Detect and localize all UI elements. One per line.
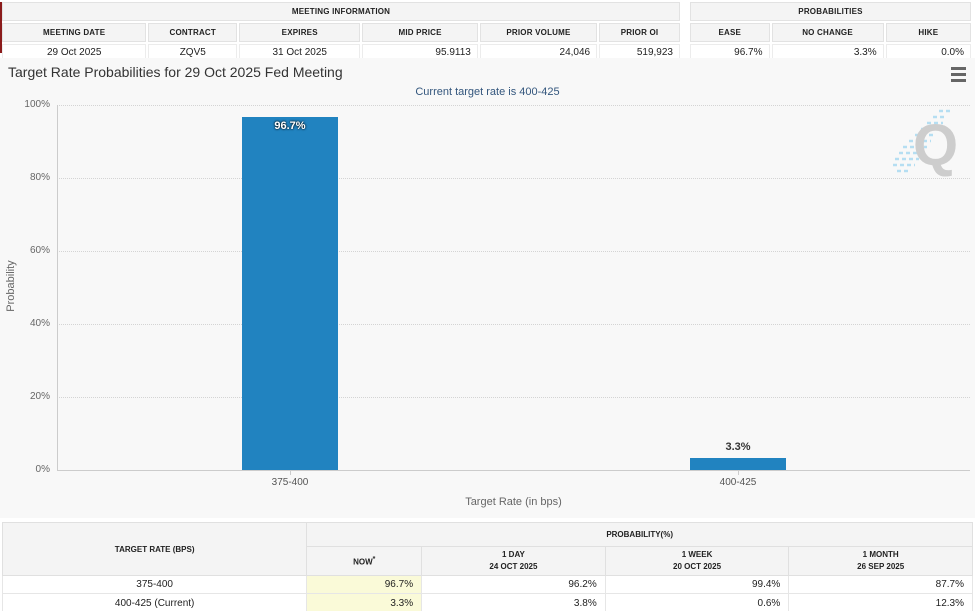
- probabilities-summary-table: PROBABILITIES EASE NO CHANGE HIKE 96.7% …: [688, 0, 973, 63]
- bar-400-425[interactable]: [690, 458, 786, 470]
- y-tick-20: 20%: [29, 391, 50, 402]
- hamburger-menu-icon[interactable]: [947, 64, 969, 84]
- gridline-60: [57, 251, 970, 252]
- now-cell: 3.3%: [306, 593, 423, 611]
- y-tick-0: 0%: [35, 464, 50, 475]
- gridline-40: [57, 324, 970, 325]
- gridline-20: [57, 397, 970, 398]
- table-row: 375-400 96.7% 96.2% 99.4% 87.7%: [1, 575, 973, 594]
- y-axis-line: [57, 105, 58, 470]
- hike-header: HIKE: [885, 23, 971, 42]
- rate-cell: 375-400: [1, 575, 308, 594]
- one-week-header: 1 WEEK 20 OCT 2025: [604, 546, 790, 576]
- x-category-375-400: 375-400: [271, 477, 309, 488]
- ease-header: EASE: [690, 23, 770, 42]
- mid-price-header: MID PRICE: [362, 23, 478, 42]
- probabilities-title: PROBABILITIES: [690, 2, 971, 21]
- y-tick-80: 80%: [29, 172, 50, 183]
- gridline-80: [57, 178, 970, 179]
- meeting-information-title: MEETING INFORMATION: [2, 2, 680, 21]
- chart-title: Target Rate Probabilities for 29 Oct 202…: [8, 64, 343, 80]
- y-tick-40: 40%: [29, 318, 50, 329]
- prior-volume-header: PRIOR VOLUME: [479, 23, 598, 42]
- no-change-header: NO CHANGE: [771, 23, 884, 42]
- x-category-400-425: 400-425: [719, 477, 757, 488]
- one-day-cell: 3.8%: [421, 593, 606, 611]
- gridline-100: [57, 105, 970, 106]
- one-day-cell: 96.2%: [421, 575, 606, 594]
- x-axis-title: Target Rate (in bps): [465, 496, 562, 508]
- one-day-header: 1 DAY 24 OCT 2025: [421, 546, 606, 576]
- one-week-cell: 99.4%: [604, 575, 790, 594]
- now-header: NOW*: [306, 546, 423, 576]
- meeting-information-table: MEETING INFORMATION MEETING DATE CONTRAC…: [0, 0, 682, 63]
- one-month-header: 1 MONTH 26 SEP 2025: [788, 546, 973, 576]
- table-left-accent-bar: [0, 2, 2, 53]
- bar-label-400-425: 3.3%: [725, 441, 751, 453]
- target-rate-bps-header: TARGET RATE (BPS): [1, 522, 308, 576]
- x-tick-2: [738, 471, 739, 475]
- bar-label-375-400: 96.7%: [274, 120, 306, 132]
- one-month-cell: 12.3%: [788, 593, 973, 611]
- chart-subtitle: Current target rate is 400-425: [415, 86, 560, 98]
- expires-header: EXPIRES: [239, 23, 361, 42]
- probability-group-header: PROBABILITY(%): [306, 522, 973, 547]
- prior-oi-header: PRIOR OI: [599, 23, 680, 42]
- one-month-cell: 87.7%: [788, 575, 973, 594]
- y-tick-60: 60%: [29, 245, 50, 256]
- table-row: 400-425 (Current) 3.3% 3.8% 0.6% 12.3%: [1, 593, 973, 611]
- x-axis-line: [57, 470, 970, 471]
- rate-cell: 400-425 (Current): [1, 593, 308, 611]
- probability-chart: Target Rate Probabilities for 29 Oct 202…: [0, 58, 975, 518]
- meeting-date-header: MEETING DATE: [2, 23, 147, 42]
- contract-header: CONTRACT: [148, 23, 238, 42]
- now-cell: 96.7%: [306, 575, 423, 594]
- quikstrike-logo-watermark: Q: [893, 109, 958, 178]
- y-axis-title: Probability: [5, 260, 17, 312]
- svg-text:Q: Q: [913, 113, 958, 178]
- bar-375-400[interactable]: [242, 117, 338, 470]
- one-week-cell: 0.6%: [604, 593, 790, 611]
- x-tick-1: [290, 471, 291, 475]
- probability-history-table: TARGET RATE (BPS) PROBABILITY(%) NOW* 1 …: [1, 522, 973, 611]
- y-tick-100: 100%: [24, 99, 50, 110]
